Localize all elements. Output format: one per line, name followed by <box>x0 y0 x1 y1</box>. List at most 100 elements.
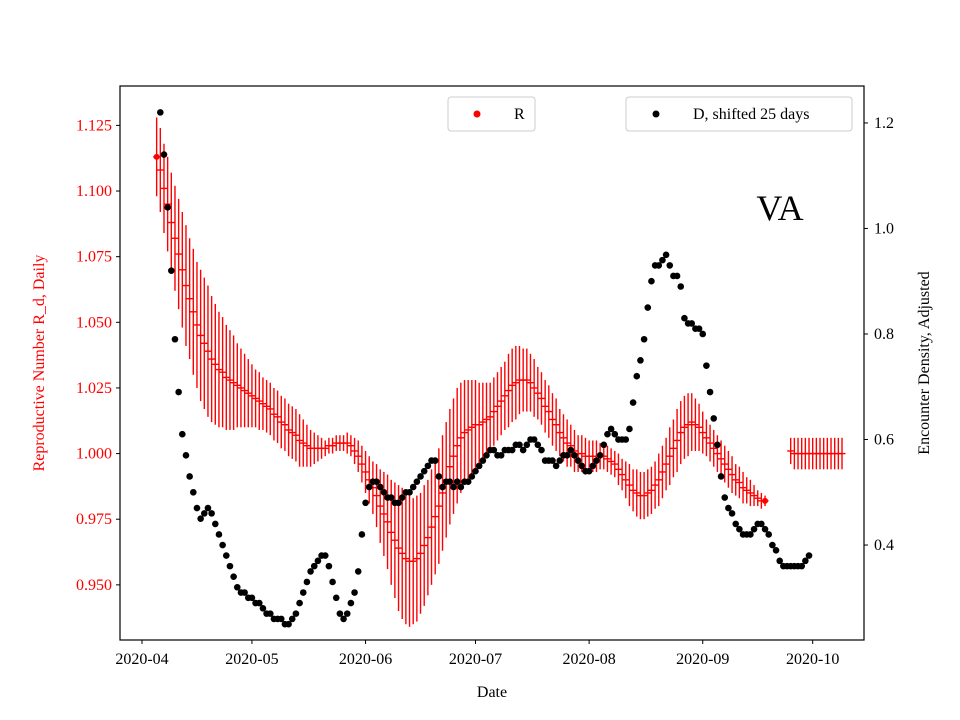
legend-r-label: R <box>514 106 525 123</box>
d-point <box>776 557 784 565</box>
x-tick-label: 2020-10 <box>786 651 839 668</box>
d-point <box>219 541 226 549</box>
left-y-tick-label: 1.075 <box>76 249 112 266</box>
d-point <box>336 610 344 617</box>
d-point <box>681 314 688 322</box>
d-point <box>530 436 538 443</box>
d-point <box>417 473 424 480</box>
d-point <box>365 483 373 491</box>
d-point <box>373 478 380 486</box>
d-point <box>347 599 355 607</box>
d-point <box>321 552 329 559</box>
d-point <box>472 467 479 475</box>
d-point <box>197 515 204 522</box>
d-point <box>475 462 483 470</box>
d-point <box>164 204 171 211</box>
d-point <box>343 610 351 617</box>
right-y-axis: 0.4 0.6 0.8 1.0 1.2 <box>864 115 894 554</box>
d-point <box>728 510 736 517</box>
d-point <box>523 441 531 449</box>
r-point <box>153 153 160 160</box>
d-point <box>358 531 366 538</box>
x-tick-label: 2020-04 <box>115 651 168 668</box>
d-point <box>380 488 388 496</box>
d-point <box>710 415 718 422</box>
d-point <box>296 599 303 607</box>
r-point <box>762 497 769 504</box>
d-point <box>204 504 212 512</box>
d-point <box>673 272 681 280</box>
d-point <box>721 494 729 501</box>
d-point <box>516 441 523 449</box>
d-point <box>703 362 710 369</box>
d-point <box>439 483 446 491</box>
d-point <box>490 446 498 454</box>
d-point <box>596 452 604 459</box>
d-point <box>552 462 560 470</box>
d-point <box>798 562 805 570</box>
d-point <box>585 467 593 475</box>
d-point <box>805 552 813 559</box>
d-point <box>750 525 758 533</box>
d-point <box>563 452 571 459</box>
x-tick-label: 2020-07 <box>449 651 502 668</box>
d-point <box>453 478 461 486</box>
legend-d-box <box>625 96 853 132</box>
d-point <box>699 330 707 338</box>
x-axis: 2020-04 2020-05 2020-06 2020-07 2020-08 2020-… <box>115 640 839 668</box>
d-point <box>340 615 347 623</box>
left-y-axis: 0.950 0.975 1.000 1.025 1.050 1.075 1.100 1.125 <box>76 117 120 594</box>
d-point <box>549 457 556 464</box>
legend-r: R <box>447 96 536 132</box>
right-y-tick-label: 1.0 <box>874 220 894 237</box>
d-point <box>314 557 322 565</box>
state-label: VA <box>756 188 803 228</box>
d-point <box>248 594 256 602</box>
left-y-tick-label: 1.125 <box>76 117 112 134</box>
d-point <box>648 277 655 285</box>
d-point <box>288 615 296 623</box>
d-point <box>259 605 267 612</box>
d-point <box>354 568 362 575</box>
d-point <box>157 109 164 116</box>
d-point <box>435 473 443 480</box>
d-point <box>747 531 754 538</box>
d-point <box>662 251 670 259</box>
legend-r-marker <box>473 110 481 118</box>
d-point <box>450 483 457 491</box>
d-point <box>285 620 292 628</box>
d-point <box>387 494 395 501</box>
x-tick-label: 2020-09 <box>676 651 729 668</box>
x-tick-label: 2020-05 <box>225 651 278 668</box>
d-point <box>230 573 237 580</box>
d-point <box>483 452 490 459</box>
d-point <box>303 578 311 586</box>
x-tick-label: 2020-06 <box>339 651 392 668</box>
legend-r-box <box>447 96 536 132</box>
legend-d: D, shifted 25 days <box>625 96 853 132</box>
d-point <box>395 499 402 507</box>
d-point <box>409 483 417 491</box>
d-point <box>457 483 465 491</box>
d-point <box>310 562 318 570</box>
d-point <box>574 457 582 464</box>
d-point <box>600 441 608 449</box>
right-y-tick-label: 0.8 <box>874 326 894 343</box>
d-point <box>226 562 234 570</box>
d-point <box>644 304 652 311</box>
d-point <box>168 267 175 274</box>
d-point <box>233 583 241 591</box>
d-point <box>765 531 773 538</box>
d-point <box>629 399 637 406</box>
d-point <box>266 610 274 617</box>
d-point <box>758 520 765 528</box>
d-point <box>479 457 487 464</box>
d-point <box>567 446 575 454</box>
d-point <box>420 467 428 475</box>
left-y-axis-title: Reproductive Number R_d, Daily <box>31 255 48 472</box>
d-point <box>307 568 314 575</box>
d-point <box>578 462 586 470</box>
d-point <box>424 462 432 470</box>
right-y-tick-label: 0.6 <box>874 432 894 449</box>
